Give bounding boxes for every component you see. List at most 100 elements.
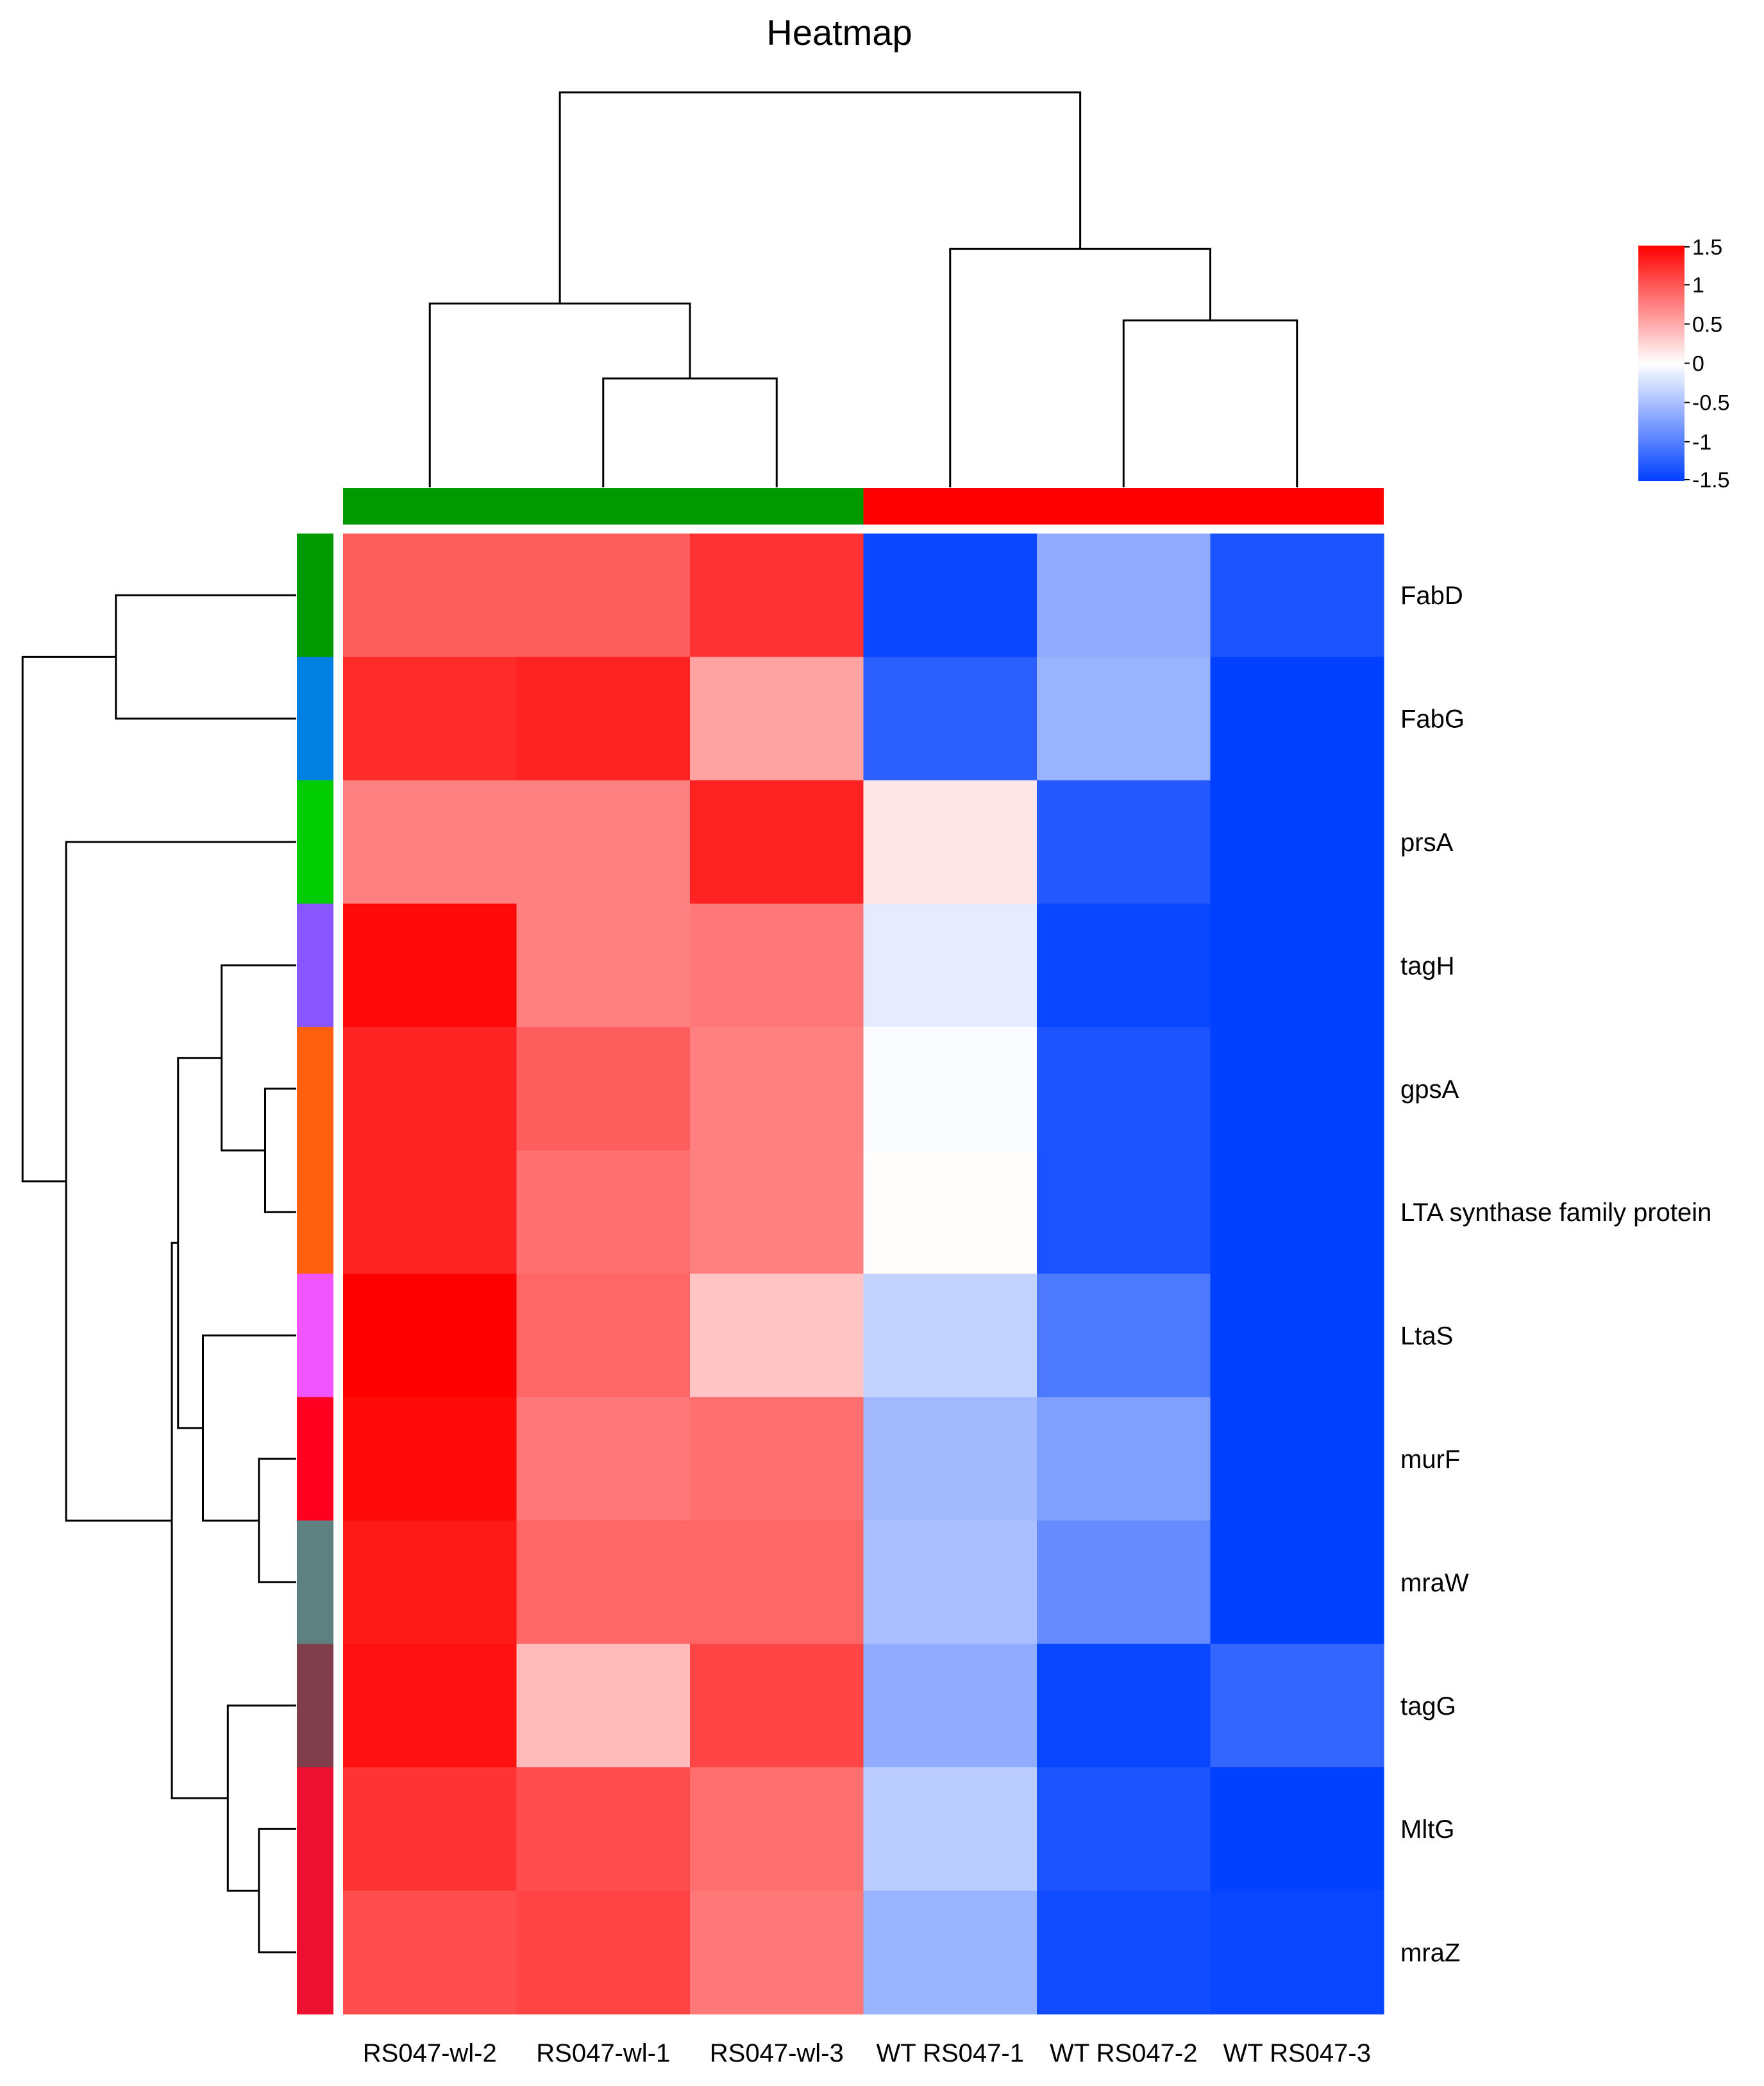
heatmap-cells <box>343 534 1384 2015</box>
column-label: WT RS047-3 <box>1223 2039 1371 2067</box>
heatmap-cell-2-3 <box>863 780 1037 904</box>
heatmap-cell-9-3 <box>863 1644 1037 1768</box>
row-dendrogram-branch-3 <box>258 1458 296 1583</box>
row-label: gpsA <box>1400 1075 1459 1104</box>
heatmap-cell-9-4 <box>1037 1644 1211 1768</box>
column-group-bar-0 <box>343 488 864 525</box>
legend-tick-label: -1.5 <box>1692 468 1730 492</box>
heatmap-cell-10-3 <box>863 1767 1037 1891</box>
row-dendrogram-branch-2 <box>221 964 296 1152</box>
legend-tick-label: -0.5 <box>1692 391 1730 416</box>
heatmap-cell-5-4 <box>1037 1150 1211 1274</box>
legend-tick-label: 0.5 <box>1692 312 1722 337</box>
heatmap-cell-10-4 <box>1037 1767 1211 1891</box>
column-group-bar-1 <box>863 488 1384 525</box>
heatmap-cell-7-2 <box>690 1397 864 1521</box>
legend-tick-label: -1 <box>1692 430 1711 455</box>
heatmap-cell-11-3 <box>863 1890 1037 2015</box>
column-dendrogram-branch-3 <box>949 248 1211 487</box>
heatmap-cell-6-5 <box>1210 1274 1384 1398</box>
legend-tick-label: 1 <box>1692 273 1704 298</box>
row-dendrogram-branch-7 <box>226 1704 296 1892</box>
legend-color-bar <box>1638 246 1684 481</box>
column-dendrogram-branch-2 <box>1122 319 1298 487</box>
heatmap-cell-0-5 <box>1210 534 1384 657</box>
heatmap-cell-0-2 <box>690 534 864 657</box>
row-label: mraZ <box>1400 1939 1460 1967</box>
heatmap-cell-7-5 <box>1210 1397 1384 1521</box>
heatmap-cell-1-5 <box>1210 657 1384 781</box>
row-label: murF <box>1400 1445 1460 1474</box>
heatmap-cell-10-1 <box>516 1767 691 1891</box>
heatmap-cell-7-0 <box>343 1397 517 1521</box>
row-dendrogram-branch-5 <box>177 1057 222 1429</box>
heatmap-cell-9-0 <box>343 1644 517 1768</box>
heatmap-cell-0-0 <box>343 534 517 657</box>
heatmap-cell-3-5 <box>1210 904 1384 1028</box>
heatmap-cell-5-1 <box>516 1150 691 1274</box>
heatmap-cell-8-1 <box>516 1520 691 1645</box>
row-annotation-9 <box>297 1644 333 1768</box>
row-annotation-1 <box>297 657 333 781</box>
heatmap-cell-8-5 <box>1210 1520 1384 1645</box>
heatmap-cell-1-4 <box>1037 657 1211 781</box>
heatmap-cell-1-0 <box>343 657 517 781</box>
row-annotation-4 <box>297 1027 333 1151</box>
heatmap-cell-2-0 <box>343 780 517 904</box>
heatmap-cell-11-0 <box>343 1890 517 2015</box>
column-label: RS047-wl-1 <box>536 2039 670 2067</box>
heatmap-cell-7-1 <box>516 1397 691 1521</box>
heatmap-cell-10-5 <box>1210 1767 1384 1891</box>
row-annotation-0 <box>297 534 333 657</box>
heatmap-cell-1-2 <box>690 657 864 781</box>
heatmap-cell-3-1 <box>516 904 691 1028</box>
heatmap-cell-8-2 <box>690 1520 864 1645</box>
legend-tick-label: 0 <box>1692 352 1704 376</box>
heatmap-cell-11-2 <box>690 1890 864 2015</box>
heatmap-cell-1-3 <box>863 657 1037 781</box>
heatmap-cell-5-0 <box>343 1150 517 1274</box>
row-dendrogram <box>21 594 296 1954</box>
heatmap-cell-11-5 <box>1210 1890 1384 2015</box>
chart-title: Heatmap <box>766 12 912 53</box>
row-label: prsA <box>1400 829 1454 857</box>
row-label: tagG <box>1400 1692 1456 1720</box>
heatmap-cell-0-4 <box>1037 534 1211 657</box>
heatmap-cell-3-0 <box>343 904 517 1028</box>
color-legend: 1.5 1 0.5 0 -0.5 -1 -1.5 <box>1638 235 1730 492</box>
heatmap-cell-6-4 <box>1037 1274 1211 1398</box>
row-annotation-3 <box>297 904 333 1028</box>
row-annotation-10 <box>297 1767 333 1891</box>
row-labels: FabD FabG prsA tagH gpsA LTA synthase family … <box>1400 582 1711 1967</box>
row-annotation-5 <box>297 1150 333 1274</box>
column-label: WT RS047-1 <box>877 2039 1024 2067</box>
row-annotation-8 <box>297 1520 333 1645</box>
row-dendrogram-branch-6 <box>258 1828 296 1954</box>
heatmap-cell-0-1 <box>516 534 691 657</box>
column-dendrogram-branch-4 <box>559 91 1082 304</box>
column-label: RS047-wl-3 <box>710 2039 844 2067</box>
row-dendrogram-branch-0 <box>115 594 296 720</box>
heatmap-cell-4-0 <box>343 1027 517 1151</box>
heatmap-cell-6-3 <box>863 1274 1037 1398</box>
column-dendrogram-branch-0 <box>602 377 778 487</box>
heatmap-cell-8-0 <box>343 1520 517 1645</box>
heatmap-cell-4-1 <box>516 1027 691 1151</box>
row-annotation-bar <box>297 534 333 2015</box>
row-annotation-2 <box>297 780 333 904</box>
column-label: WT RS047-2 <box>1050 2039 1197 2067</box>
row-label: MltG <box>1400 1815 1454 1844</box>
heatmap-cell-5-3 <box>863 1150 1037 1274</box>
heatmap-cell-7-3 <box>863 1397 1037 1521</box>
heatmap-cell-5-5 <box>1210 1150 1384 1274</box>
legend-tick-label: 1.5 <box>1692 235 1722 260</box>
column-labels: RS047-wl-2 RS047-wl-1 RS047-wl-3 WT RS047-1… <box>363 2039 1371 2067</box>
row-annotation-11 <box>297 1890 333 2015</box>
row-annotation-7 <box>297 1397 333 1521</box>
row-dendrogram-branch-4 <box>202 1334 296 1522</box>
row-dendrogram-branch-10 <box>21 655 116 1182</box>
row-label: LtaS <box>1400 1322 1453 1350</box>
heatmap-cell-6-0 <box>343 1274 517 1398</box>
column-annotation-bar <box>343 488 1384 525</box>
